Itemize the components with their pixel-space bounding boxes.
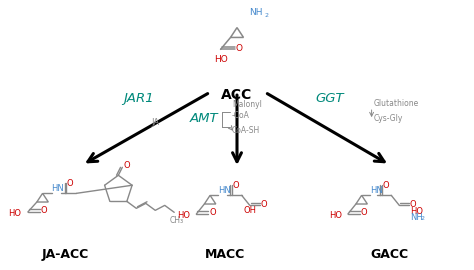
Text: MACC: MACC [205, 248, 245, 261]
Text: NH: NH [410, 213, 422, 222]
Text: JAR1: JAR1 [123, 92, 154, 105]
Text: Cys-Gly: Cys-Gly [374, 114, 403, 123]
Text: HN: HN [370, 186, 383, 195]
Text: GGT: GGT [315, 92, 344, 105]
Text: O: O [41, 207, 47, 215]
Text: HN: HN [52, 184, 64, 193]
Text: Glutathione: Glutathione [374, 99, 419, 108]
Text: HO: HO [215, 55, 228, 64]
Text: CoA-SH: CoA-SH [232, 126, 260, 134]
Text: JA: JA [151, 117, 159, 127]
Text: O: O [383, 181, 390, 190]
Text: GACC: GACC [371, 248, 409, 261]
Text: O: O [236, 44, 243, 53]
Text: HO: HO [329, 211, 342, 220]
Text: ACC: ACC [221, 88, 253, 102]
Text: O: O [123, 161, 130, 170]
Text: O: O [410, 200, 416, 209]
Text: O: O [210, 208, 216, 217]
Text: HO: HO [177, 211, 191, 220]
Text: O: O [232, 181, 239, 190]
Text: O: O [260, 200, 267, 209]
Text: AMT: AMT [190, 112, 218, 124]
Text: OH: OH [244, 206, 257, 215]
Text: HO: HO [8, 210, 21, 218]
Text: CH₃: CH₃ [169, 216, 183, 225]
Text: HO: HO [410, 207, 423, 216]
Text: O: O [67, 179, 73, 188]
Text: HN: HN [218, 186, 231, 195]
Text: O: O [361, 208, 367, 217]
Text: NH: NH [249, 8, 263, 17]
Text: Malonyl
-CoA: Malonyl -CoA [232, 100, 262, 120]
Text: JA-ACC: JA-ACC [42, 248, 89, 261]
Text: 2: 2 [264, 13, 268, 18]
Text: 2: 2 [420, 216, 425, 221]
